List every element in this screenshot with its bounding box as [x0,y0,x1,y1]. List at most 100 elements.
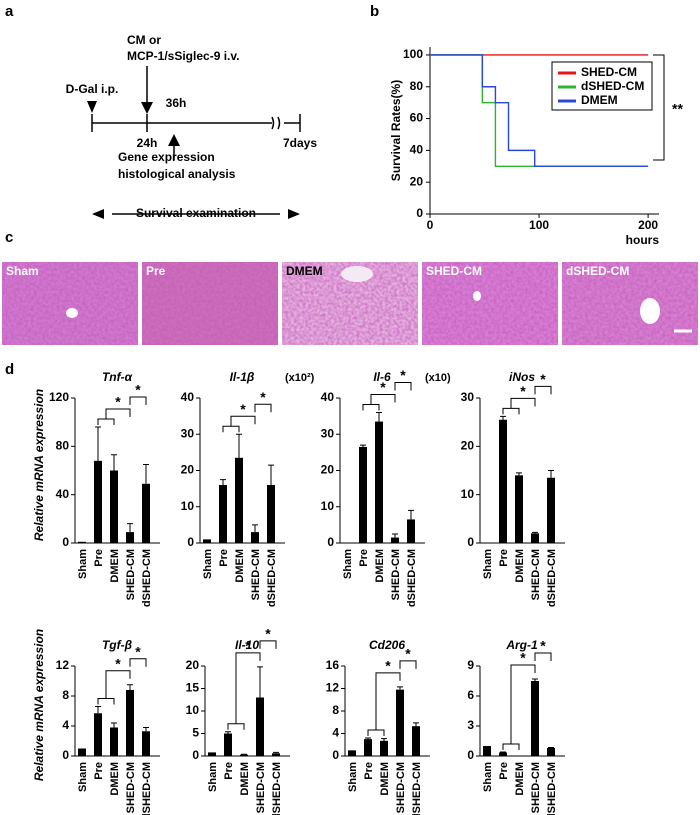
x-tick-label: dSHED-CM [266,549,278,607]
significance-bracket [367,672,401,736]
significance-bracket [653,54,665,161]
y-axis-label: Survival Rates(%) [389,80,403,181]
bar [515,475,523,543]
significance-bracket [534,385,552,395]
x-tick-label: Pre [93,549,105,567]
y-tick-label: 8 [62,688,69,702]
error-bar [413,722,419,727]
significance-label: * [540,638,546,654]
timeline-diagram [91,66,301,215]
x-tick-label: SHED-CM [390,549,402,600]
significance-bracket [97,408,131,425]
panel-label: a [5,3,14,20]
y-tick-label: 5 [192,726,199,740]
error-bar [516,472,522,476]
histology-label: DMEM [286,264,323,278]
y-tick-label: 40 [181,390,195,404]
x-tick-label: dSHED-CM [406,549,418,607]
x-tick-label: SHED-CM [530,549,542,600]
y-tick-label: 0 [192,748,199,762]
timeline-label: 36h [166,96,187,110]
x-tick-label: DMEM [514,549,526,583]
y-tick-label: 0 [62,748,69,762]
y-tick-label: 8 [332,703,339,717]
histology-label: Sham [6,264,39,278]
significance-label: ** [672,101,683,117]
error-bar [220,479,226,485]
y-tick-label: 30 [461,390,475,404]
bar [499,752,507,756]
significance-bracket [129,658,147,667]
y-tick-label: 60 [410,111,424,125]
bar [142,483,150,543]
timeline-label: CM or [127,33,161,47]
error-bar [268,464,274,485]
x-tick-label: dSHED-CM [141,549,153,607]
bar [78,541,86,543]
bar [515,755,523,756]
x-tick-label: 0 [427,218,434,232]
significance-bracket [259,640,277,649]
x-tick-label: 100 [529,218,549,232]
bar [348,750,356,756]
timeline-label: histological analysis [118,167,236,181]
significance-label: * [265,626,271,642]
significance-label: * [135,382,141,398]
bar [110,727,118,756]
histology-label: SHED-CM [426,264,482,278]
y-tick-label: 10 [321,499,335,513]
significance-bracket [362,394,396,411]
y-tick-label: 0 [327,535,334,549]
histology-texture [422,262,558,345]
error-bar [500,751,506,753]
y-tick-label: 16 [326,658,340,672]
y-tick-label: 80 [410,79,424,93]
error-bar [397,686,403,690]
x-tick-label: dSHED-CM [271,762,283,815]
x-tick-label: 200 [638,218,658,232]
y-tick-label: 20 [186,658,200,672]
y-tick-label: 20 [410,174,424,188]
error-bar [257,666,263,698]
bar [240,754,248,756]
significance-label: * [135,643,141,659]
x-tick-label: Sham [77,762,89,792]
x-tick-label: dSHED-CM [141,762,153,815]
error-bar [143,463,149,484]
x-tick-label: SHED-CM [530,762,542,813]
significance-bracket [227,652,261,730]
y-tick-label: 12 [56,658,70,672]
error-bar [127,684,133,690]
x-tick-label: Pre [218,549,230,567]
significance-label: * [400,367,406,383]
x-tick-label: SHED-CM [250,549,262,600]
chart-title: Il-6 [373,370,391,384]
y-tick-label: 30 [181,426,195,440]
survival-line [430,54,649,167]
error-bar [532,531,538,534]
x-tick-label: DMEM [109,549,121,583]
bar [391,537,399,543]
significance-bracket [502,397,536,415]
timeline-label: D-Gal i.p. [66,82,119,96]
chart-title: Cd206 [369,638,405,652]
significance-bracket [394,382,412,391]
vessel [66,308,78,318]
bar [94,460,102,543]
error-bar [376,412,382,422]
x-tick-label: Pre [363,762,375,780]
bar [359,446,367,543]
y-tick-label: 0 [416,206,423,220]
vessel [341,266,373,282]
x-tick-label: Sham [482,549,494,579]
bar [203,539,211,543]
x-tick-label: Pre [93,762,105,780]
bar [126,532,134,543]
bar [256,697,264,756]
legend-label: DMEM [581,93,618,107]
bar [267,485,275,543]
vessel [640,298,660,324]
y-tick-label: 20 [461,439,475,453]
y-axis-label: Relative mRNA expression [32,629,46,781]
y-tick-label: 100 [403,47,423,61]
